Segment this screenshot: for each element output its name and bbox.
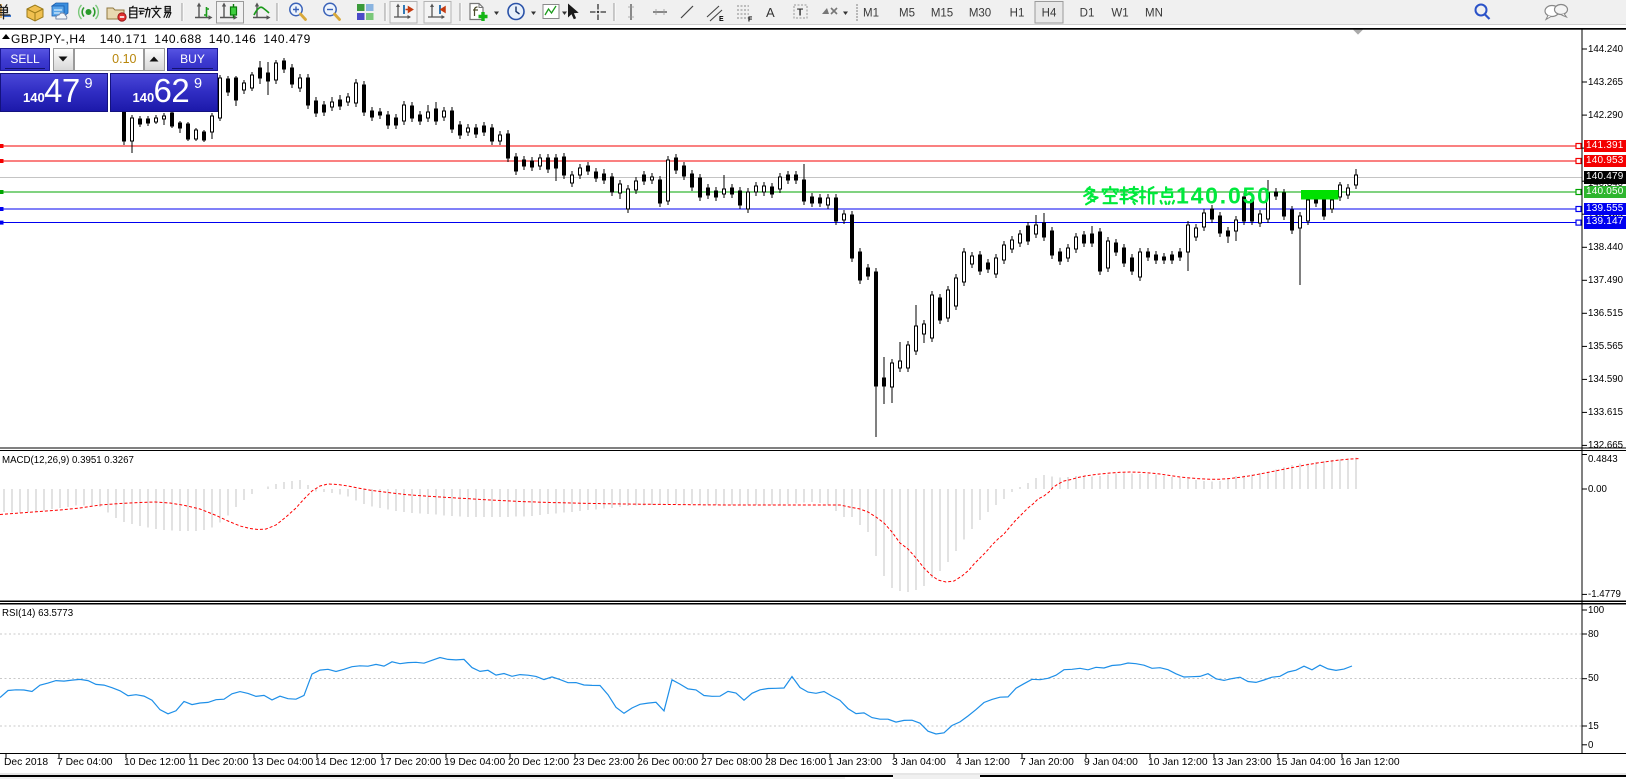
svg-text:M15: M15 bbox=[931, 8, 953, 20]
svg-text:H4: H4 bbox=[1042, 8, 1057, 20]
svg-text:MN: MN bbox=[1145, 8, 1163, 20]
svg-text:A: A bbox=[766, 5, 775, 20]
svg-text:T: T bbox=[797, 8, 803, 19]
svg-text:H1: H1 bbox=[1010, 8, 1025, 20]
svg-text:D1: D1 bbox=[1080, 8, 1095, 20]
svg-text:140.050: 140.050 bbox=[1176, 183, 1272, 209]
svg-text:M30: M30 bbox=[969, 8, 991, 20]
svg-text:M1: M1 bbox=[863, 8, 879, 20]
svg-text:E: E bbox=[719, 16, 724, 23]
svg-text:W1: W1 bbox=[1111, 8, 1128, 20]
svg-text:M5: M5 bbox=[899, 8, 915, 20]
svg-text:F: F bbox=[748, 17, 753, 24]
